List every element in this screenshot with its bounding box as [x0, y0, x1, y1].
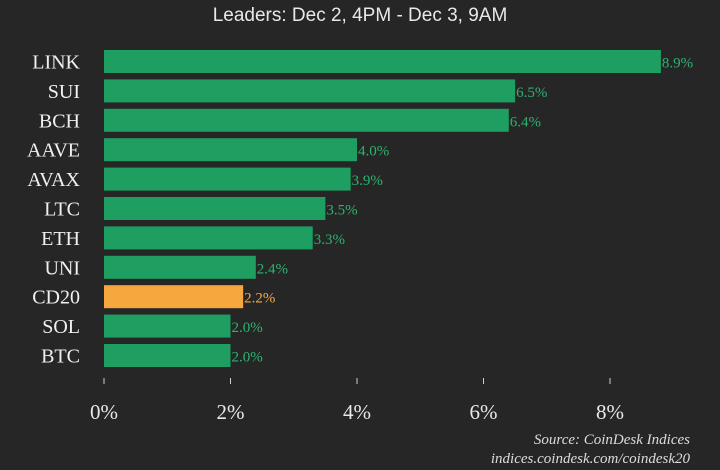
bar — [104, 255, 256, 279]
x-tick-label: 6% — [470, 400, 498, 424]
data-label: 2.4% — [257, 261, 288, 277]
category-label: AAVE — [27, 140, 80, 162]
bar — [104, 108, 509, 132]
source-text: Source: CoinDesk Indices — [533, 432, 690, 448]
data-label: 3.3% — [314, 232, 345, 248]
category-label: LTC — [44, 199, 80, 221]
data-label: 2.2% — [244, 291, 275, 307]
category-label: AVAX — [27, 169, 80, 191]
x-tick-label: 0% — [90, 400, 118, 424]
data-label: 4.0% — [358, 144, 389, 160]
bar — [104, 197, 326, 220]
data-label: 3.5% — [326, 203, 357, 219]
category-label: LINK — [32, 52, 80, 74]
data-label: 8.9% — [662, 56, 693, 72]
data-label: 6.5% — [516, 85, 547, 101]
category-label: SUI — [48, 81, 80, 103]
category-label: BTC — [41, 346, 80, 368]
bar — [104, 79, 516, 103]
bar — [104, 285, 244, 309]
data-label: 2.0% — [232, 350, 263, 366]
bar — [104, 138, 357, 162]
category-label: ETH — [41, 228, 80, 250]
data-label: 3.9% — [352, 173, 383, 189]
chart-subtitle: Leaders: Dec 2, 4PM - Dec 3, 9AM — [212, 5, 508, 26]
bar — [104, 344, 231, 367]
data-label: 6.4% — [510, 114, 541, 130]
data-label: 2.0% — [232, 320, 263, 336]
x-tick-label: 8% — [596, 400, 624, 424]
bar — [104, 314, 231, 338]
category-label: SOL — [42, 316, 80, 338]
category-label: UNI — [44, 257, 80, 279]
x-tick-label: 4% — [343, 400, 371, 424]
bar — [104, 167, 351, 191]
bar — [104, 226, 313, 250]
bar — [104, 50, 661, 73]
category-label: CD20 — [32, 287, 80, 309]
category-label: BCH — [39, 110, 80, 132]
source-url: indices.coindesk.com/coindesk20 — [490, 451, 690, 467]
x-tick-label: 2% — [217, 400, 245, 424]
